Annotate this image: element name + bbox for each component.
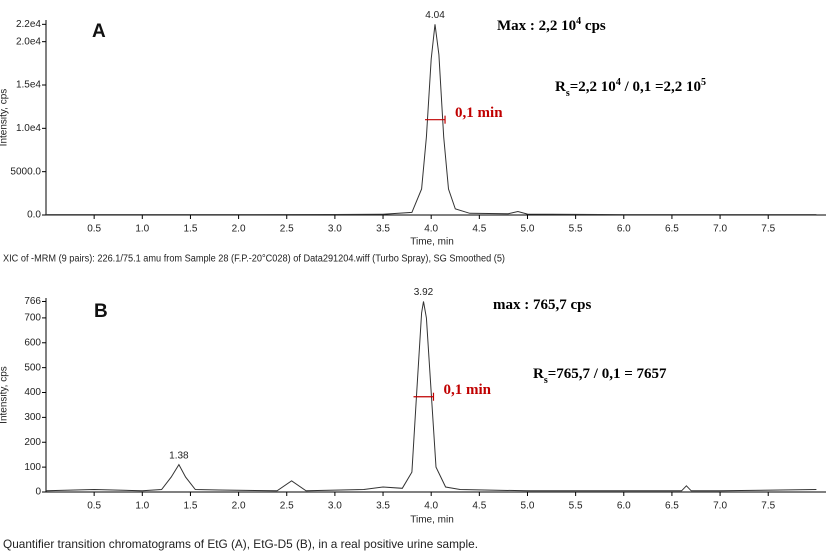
annotation-text: =2,2 10 bbox=[570, 79, 616, 95]
y-tick-label: 766 bbox=[24, 296, 41, 307]
x-tick-label: 2.0 bbox=[232, 224, 246, 235]
x-tick-label: 7.5 bbox=[761, 224, 775, 235]
y-tick-label: 1.5e4 bbox=[16, 80, 41, 91]
y-axis-label: Intensity, cps bbox=[0, 366, 10, 424]
x-tick-label: 7.5 bbox=[761, 501, 775, 512]
x-tick-label: 3.5 bbox=[376, 224, 390, 235]
x-tick-label: 7.0 bbox=[713, 224, 727, 235]
x-tick-label: 5.5 bbox=[569, 224, 583, 235]
y-tick-label: 500 bbox=[24, 362, 41, 373]
annotation-text: R bbox=[555, 79, 566, 95]
caption: XIC of -MRM (9 pairs): 226.1/75.1 amu fr… bbox=[3, 254, 505, 265]
annotation-sub: s bbox=[544, 375, 548, 386]
annotation-text: cps bbox=[581, 18, 606, 34]
chromatogram-trace bbox=[46, 24, 817, 216]
annotation: max : 765,7 cps bbox=[493, 297, 591, 313]
x-tick-label: 2.0 bbox=[232, 501, 246, 512]
panel-label: B bbox=[94, 301, 108, 322]
peak-width-label: 0,1 min bbox=[455, 105, 503, 121]
y-tick-label: 100 bbox=[24, 462, 41, 473]
y-tick-label: 1.0e4 bbox=[16, 123, 41, 134]
x-axis-label: Time, min bbox=[410, 237, 454, 248]
x-tick-label: 0.5 bbox=[87, 224, 101, 235]
chromatogram-trace bbox=[45, 301, 817, 492]
y-tick-label: 0 bbox=[35, 487, 41, 498]
x-tick-label: 6.5 bbox=[665, 224, 679, 235]
x-tick-label: 4.5 bbox=[472, 224, 486, 235]
y-tick-label: 200 bbox=[24, 437, 41, 448]
x-tick-label: 4.0 bbox=[424, 224, 438, 235]
annotation-sup: 4 bbox=[616, 77, 621, 88]
y-tick-label: 700 bbox=[24, 313, 41, 324]
caption: Quantifier transition chromatograms of E… bbox=[3, 537, 478, 551]
y-tick-label: 400 bbox=[24, 387, 41, 398]
annotation-sup: 5 bbox=[701, 77, 706, 88]
x-tick-label: 5.5 bbox=[569, 501, 583, 512]
x-axis-label: Time, min bbox=[410, 515, 454, 526]
x-tick-label: 3.5 bbox=[376, 501, 390, 512]
x-tick-label: 6.0 bbox=[617, 224, 631, 235]
peak-label: 1.38 bbox=[169, 450, 189, 461]
x-tick-label: 2.5 bbox=[280, 224, 294, 235]
y-tick-label: 300 bbox=[24, 412, 41, 423]
x-tick-label: 1.5 bbox=[183, 224, 197, 235]
x-tick-label: 5.0 bbox=[521, 224, 535, 235]
annotation-text: =765,7 / 0,1 = 7657 bbox=[548, 366, 667, 382]
peak-label: 4.04 bbox=[425, 10, 445, 21]
y-axis-label: Intensity, cps bbox=[0, 89, 10, 147]
y-tick-label: 2.0e4 bbox=[16, 36, 41, 47]
x-tick-label: 1.0 bbox=[135, 501, 149, 512]
y-tick-label: 2.2e4 bbox=[16, 19, 41, 30]
x-tick-label: 3.0 bbox=[328, 224, 342, 235]
annotation: Rs=765,7 / 0,1 = 7657 bbox=[533, 366, 667, 385]
annotation-text: R bbox=[533, 366, 544, 382]
annotation-text: / 0,1 =2,2 10 bbox=[621, 79, 701, 95]
x-tick-label: 1.0 bbox=[135, 224, 149, 235]
x-tick-label: 7.0 bbox=[713, 501, 727, 512]
y-tick-label: 5000.0 bbox=[10, 166, 41, 177]
x-tick-label: 1.5 bbox=[183, 501, 197, 512]
annotation-text: max : 765,7 cps bbox=[493, 297, 591, 313]
peak-label: 3.92 bbox=[414, 287, 434, 298]
x-tick-label: 6.5 bbox=[665, 501, 679, 512]
annotation: Max : 2,2 104 cps bbox=[497, 16, 606, 35]
y-tick-label: 600 bbox=[24, 337, 41, 348]
annotation-text: Max : 2,2 10 bbox=[497, 18, 576, 34]
x-tick-label: 2.5 bbox=[280, 501, 294, 512]
peak-width-label: 0,1 min bbox=[443, 382, 491, 398]
y-tick-label: 0.0 bbox=[27, 210, 41, 221]
x-tick-label: 3.0 bbox=[328, 501, 342, 512]
x-tick-label: 5.0 bbox=[521, 501, 535, 512]
annotation-sup: 4 bbox=[576, 16, 581, 27]
x-tick-label: 6.0 bbox=[617, 501, 631, 512]
annotation-sub: s bbox=[566, 88, 570, 99]
annotation: Rs=2,2 104 / 0,1 =2,2 105 bbox=[555, 77, 706, 99]
x-tick-label: 4.0 bbox=[424, 501, 438, 512]
x-tick-label: 4.5 bbox=[472, 501, 486, 512]
panel-label: A bbox=[92, 21, 106, 42]
x-tick-label: 0.5 bbox=[87, 501, 101, 512]
